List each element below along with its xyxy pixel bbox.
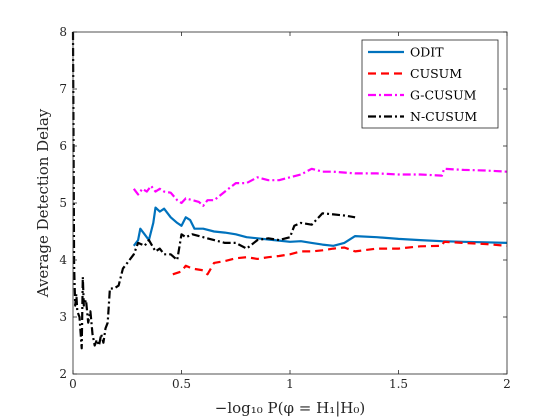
x-tick-label: 2	[503, 377, 511, 391]
x-tick-label: 1	[286, 377, 294, 391]
series-line-odit	[132, 206, 508, 247]
series-layer	[71, 31, 508, 350]
series-line-cusum	[172, 240, 508, 276]
y-tick-label: 2	[59, 367, 67, 381]
legend-label: CUSUM	[410, 66, 462, 81]
y-tick-label: 7	[59, 82, 67, 96]
legend-label: ODIT	[410, 45, 444, 60]
x-axis-label: −log₁₀ P(φ = H₁|H₀)	[215, 399, 365, 417]
y-tick-label: 5	[59, 196, 67, 210]
y-tick-label: 3	[59, 310, 67, 324]
series-line-g-cusum	[132, 167, 508, 207]
y-tick-label: 4	[59, 253, 67, 267]
x-tick-label: 1.5	[389, 377, 408, 391]
x-tick-label: 0.5	[172, 377, 191, 391]
legend-label: G-CUSUM	[410, 88, 477, 103]
y-tick-label: 6	[59, 139, 67, 153]
y-axis-label: Average Detection Delay	[34, 108, 52, 298]
legend: ODIT CUSUM G-CUSUM N-CUSUM	[361, 39, 499, 129]
series-line-n-cusum	[71, 31, 356, 350]
legend-box	[361, 39, 499, 129]
x-tick-label: 0	[69, 377, 77, 391]
legend-label: N-CUSUM	[410, 109, 477, 124]
y-tick-label: 8	[59, 25, 67, 39]
ticks-layer: 0 0.5 1 1.5 2 2 3 4 5 6 7 8	[59, 25, 510, 391]
